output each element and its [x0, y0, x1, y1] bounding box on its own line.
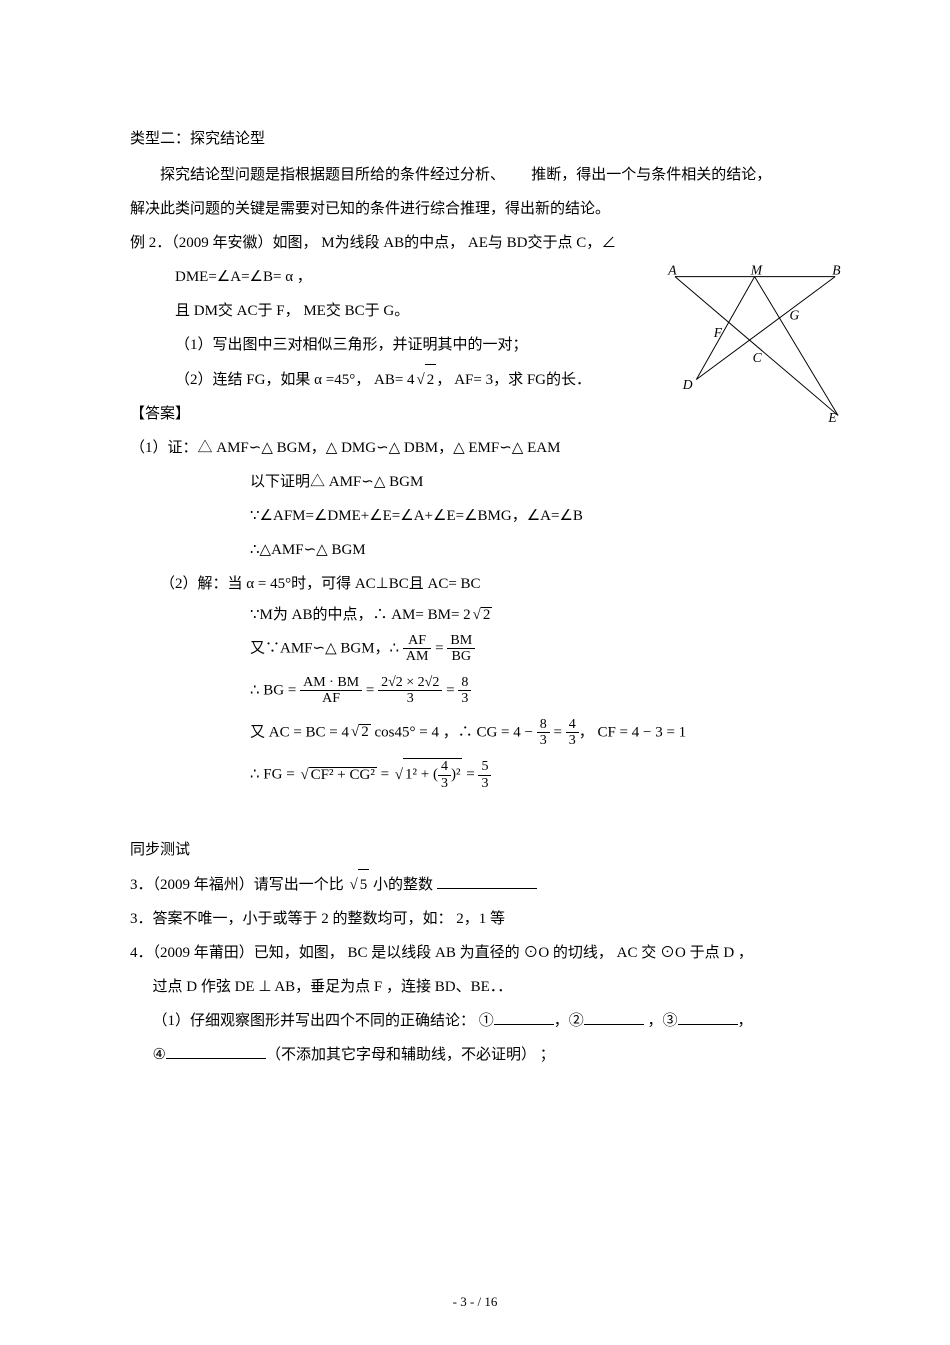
answer2-line3: 又∵AMF∽△ BGM，∴ AFAM = BMBG — [130, 629, 830, 669]
q4s1-post: ， — [738, 1013, 753, 1029]
a2-l5-pre: 又 AC = BC = 4 — [250, 724, 349, 740]
q4-line2: 过点 D 作弦 DE ⊥ AB，垂足为点 F ，连接 BD、BE．． — [130, 972, 830, 1002]
answer2-line1: （2）解：当 α = 45°时，可得 AC⊥BC且 AC= BC — [130, 569, 830, 599]
answer2-line6: ∴ FG = CF² + CG² = 1² + (43)² = 53 — [130, 754, 830, 795]
q4-sub2: ④ （不添加其它字母和辅助线，不必证明） ； — [130, 1040, 830, 1070]
section-type-label: 类型二：探究结论型 — [130, 124, 830, 154]
blank-4[interactable] — [166, 1045, 266, 1060]
q4s1-m2: ，③ — [644, 1013, 678, 1029]
frac-af-am: AFAM — [403, 633, 432, 665]
svg-text:C: C — [753, 350, 763, 365]
sqrt-big-1: CF² + CG² — [298, 767, 376, 783]
blank-1[interactable] — [494, 1011, 554, 1026]
svg-text:M: M — [750, 265, 763, 278]
blank-3[interactable] — [678, 1011, 738, 1026]
q3-post: 小的整数 — [369, 877, 437, 893]
q4s2-pre: ④ — [153, 1047, 166, 1063]
blank-2[interactable] — [584, 1011, 644, 1026]
frac-8-3: 83 — [458, 675, 471, 707]
eq5: = — [466, 767, 478, 783]
answer2-line5: 又 AC = BC = 42 cos45° = 4 ，∴ CG = 4 − 83… — [130, 713, 830, 753]
sqrt-icon: 2 — [471, 607, 493, 623]
eq2: = — [446, 682, 458, 698]
a2-l5-mid: cos45° = 4 ，∴ CG = 4 − — [371, 724, 537, 740]
sb2-post: )² — [451, 767, 461, 783]
blank-input[interactable] — [437, 875, 537, 890]
answer2-line2: ∵M为 AB的中点，∴ AM= BM= 22 — [130, 603, 830, 627]
q3-pre: 3．（2009 年福州）请写出一个比 — [130, 877, 348, 893]
sqrt-icon-2: 2 — [349, 724, 371, 740]
eq3: = — [553, 724, 565, 740]
frac-bm-bg: BMBG — [447, 633, 475, 665]
answer1-line3: ∵∠AFM=∠DME+∠E=∠A+∠E=∠BMG，∠A=∠B — [130, 501, 830, 531]
eq-sign: = — [435, 640, 447, 656]
q4-line1: 4．（2009 年莆田）已知，如图， BC 是以线段 AB 为直径的 ⊙O 的切… — [130, 938, 830, 968]
intro-paragraph-2: 解决此类问题的关键是需要对已知的条件进行综合推理，得出新的结论。 — [130, 194, 830, 224]
q4s1-pre: （1）仔细观察图形并写出四个不同的正确结论： ① — [153, 1013, 494, 1029]
eq4: = — [381, 767, 393, 783]
q2-pre: （2）连结 FG，如果 α =45°， AB= 4 — [175, 372, 415, 388]
q4s2-post: （不添加其它字母和辅助线，不必证明） ； — [266, 1047, 555, 1063]
a2-l4-pre: ∴ BG = — [250, 682, 300, 698]
answer1-line2: 以下证明△ AMF∽△ BGM — [130, 467, 830, 497]
sync-heading: 同步测试 — [130, 835, 830, 865]
frac-5-3: 53 — [478, 759, 491, 791]
sqrt-big-2: 1² + (43)² — [393, 758, 463, 791]
svg-text:D: D — [682, 377, 693, 392]
svg-text:F: F — [713, 325, 723, 340]
a2-l2-pre: ∵M为 AB的中点，∴ AM= BM= 2 — [250, 607, 471, 623]
q4s1-m1: ，② — [554, 1013, 584, 1029]
svg-text:E: E — [827, 410, 837, 425]
svg-text:A: A — [667, 265, 677, 278]
eq1: = — [366, 682, 378, 698]
answer2-line4: ∴ BG = AM · BMAF = 2√2 × 2√23 = 83 — [130, 671, 830, 711]
q3-answer: 3．答案不唯一，小于或等于 2 的整数均可，如： 2，1 等 — [130, 904, 830, 934]
frac-8-3b: 83 — [537, 717, 550, 749]
frac-4-3b: 43 — [438, 759, 451, 791]
sqrt-5-icon: 5 — [348, 869, 370, 900]
page: 类型二：探究结论型 探究结论型问题是指根据题目所给的条件经过分析、 推断，得出一… — [0, 0, 950, 1345]
page-footer: - 3 - / 16 — [0, 1289, 950, 1315]
example2-stem-1: 例 2．（2009 年安徽）如图， M为线段 AB的中点， AE与 BD交于点 … — [130, 228, 830, 258]
intro-paragraph: 探究结论型问题是指根据题目所给的条件经过分析、 推断，得出一个与条件相关的结论， — [130, 160, 830, 190]
q2-post: ， AF= 3，求 FG的长． — [436, 372, 591, 388]
frac-ambm-af: AM · BMAF — [300, 675, 362, 707]
a2-l5-post: ， CF = 4 − 3 = 1 — [579, 724, 686, 740]
frac-comp: 2√2 × 2√23 — [378, 675, 442, 707]
a2-l6-pre: ∴ FG = — [250, 767, 298, 783]
intro-text-1: 探究结论型问题是指根据题目所给的条件经过分析、 — [160, 167, 505, 183]
svg-text:G: G — [790, 307, 800, 322]
q3: 3．（2009 年福州）请写出一个比 5 小的整数 — [130, 869, 830, 900]
sqrt-2-icon: 2 — [415, 364, 437, 395]
svg-text:B: B — [832, 265, 840, 278]
frac-4-3: 43 — [566, 717, 579, 749]
answer1-line1: （1）证：△ AMF∽△ BGM，△ DMG∽△ DBM，△ EMF∽△ EAM — [130, 433, 830, 463]
a2-l3-pre: 又∵AMF∽△ BGM，∴ — [250, 640, 403, 656]
intro-text-1b: 推断，得出一个与条件相关的结论， — [531, 167, 771, 183]
geometry-figure: A M B F G C D E — [665, 265, 850, 430]
q4-sub1: （1）仔细观察图形并写出四个不同的正确结论： ① ，② ，③ ， — [130, 1006, 830, 1036]
sb2-pre: 1² + ( — [405, 767, 438, 783]
answer1-line4: ∴△AMF∽△ BGM — [130, 535, 830, 565]
